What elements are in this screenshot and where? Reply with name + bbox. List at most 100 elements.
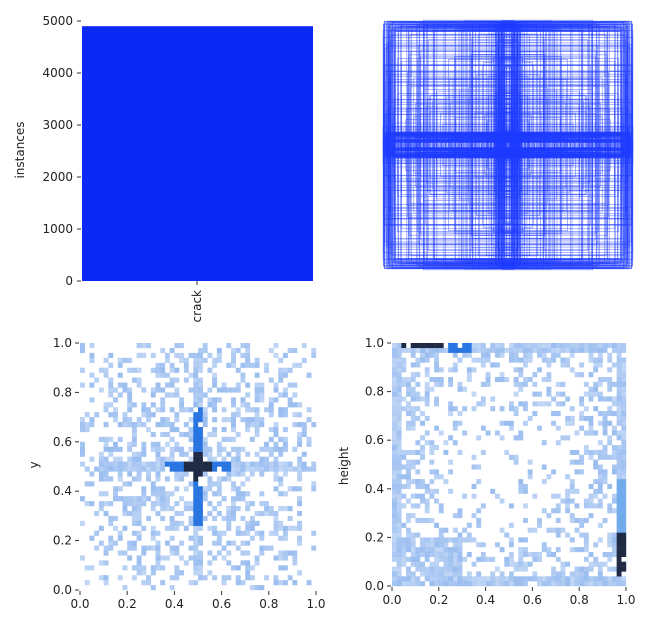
- heatmap-cell: [160, 466, 166, 472]
- heatmap-cell: [509, 425, 514, 431]
- heatmap-cell: [122, 510, 128, 517]
- heatmap-cell: [89, 456, 95, 462]
- heatmap-cell: [198, 550, 203, 556]
- heatmap-cell: [193, 540, 199, 546]
- heatmap-cell: [611, 493, 617, 499]
- heatmap-cell: [164, 525, 170, 531]
- heatmap-cell: [588, 420, 594, 426]
- heatmap-cell: [406, 411, 411, 417]
- heatmap-cell: [193, 382, 199, 388]
- heatmap-cell: [127, 496, 133, 502]
- heatmap-cell: [311, 352, 317, 359]
- heatmap-cell: [179, 397, 185, 403]
- heatmap-cell: [169, 347, 175, 354]
- heatmap-cell: [597, 381, 603, 387]
- heatmap-cell: [410, 459, 416, 465]
- heatmap-cell: [245, 540, 251, 546]
- heatmap-cell: [476, 522, 482, 528]
- heatmap-cell: [103, 441, 109, 447]
- heatmap-cell: [621, 362, 627, 368]
- box-outline: [452, 78, 564, 212]
- heatmap-cell: [245, 461, 251, 467]
- heatmap-cell: [249, 471, 255, 477]
- heatmap-cell: [518, 401, 524, 407]
- heatmap-cell: [160, 501, 166, 507]
- heatmap-cell: [273, 422, 279, 428]
- heatmap-cell: [434, 581, 439, 587]
- heatmap-cell: [574, 449, 580, 455]
- heatmap-cell: [396, 483, 402, 489]
- heatmap-cell: [98, 540, 104, 546]
- heatmap-cell: [597, 391, 603, 397]
- heatmap-cell: [183, 461, 189, 467]
- heatmap-cell: [597, 488, 603, 494]
- heatmap-cell: [499, 498, 505, 504]
- heatmap-cell: [438, 542, 444, 548]
- heatmap-cell: [448, 566, 454, 572]
- heatmap-cell: [155, 441, 161, 447]
- x-tick-label: 0.2: [429, 593, 448, 607]
- heatmap-cell: [424, 357, 430, 363]
- box-outline: [389, 75, 627, 215]
- heatmap-cell: [174, 466, 180, 472]
- heatmap-cell: [401, 362, 407, 368]
- heatmap-cell: [131, 501, 137, 507]
- heatmap-cell: [226, 461, 232, 467]
- heatmap-cell: [621, 367, 627, 373]
- heatmap-cell: [94, 530, 100, 536]
- heatmap-cell: [174, 570, 180, 576]
- heatmap-cell: [611, 445, 617, 451]
- heatmap-cell: [406, 479, 411, 485]
- y-tick-label: 0.2: [365, 530, 384, 544]
- heatmap-cell: [311, 481, 317, 487]
- heatmap-cell: [240, 352, 246, 359]
- heatmap-cell: [131, 441, 137, 447]
- heatmap-cell: [221, 407, 227, 413]
- heatmap-cell: [240, 580, 246, 586]
- heatmap-cell: [141, 486, 147, 492]
- heatmap-cell: [424, 566, 430, 572]
- heatmap-cell: [155, 407, 161, 413]
- heatmap-cell: [513, 357, 519, 363]
- heatmap-cell: [396, 532, 402, 538]
- heatmap-cell: [174, 520, 180, 526]
- heatmap-cell: [457, 357, 463, 363]
- heatmap-cell: [415, 396, 421, 402]
- heatmap-cell: [616, 488, 622, 494]
- heatmap-cell: [136, 515, 142, 522]
- heatmap-cell: [583, 343, 589, 349]
- heatmap-cell: [448, 547, 454, 553]
- heatmap-cell: [527, 377, 533, 383]
- heatmap-cell: [94, 377, 100, 383]
- heatmap-cell: [621, 464, 627, 470]
- heatmap-cell: [235, 387, 241, 393]
- heatmap-cell: [490, 576, 496, 582]
- heatmap-cell: [621, 522, 627, 528]
- heatmap-cell: [131, 540, 137, 546]
- heatmap-cell: [141, 570, 147, 576]
- heatmap-cell: [108, 362, 114, 368]
- heatmap-cell: [216, 451, 222, 457]
- heatmap-cell: [611, 581, 617, 587]
- heatmap-cell: [108, 515, 114, 522]
- heatmap-cell: [621, 377, 627, 383]
- heatmap-cell: [490, 406, 496, 412]
- heatmap-cell: [434, 377, 439, 383]
- heatmap-cell: [273, 343, 279, 349]
- heatmap-cell: [471, 513, 477, 519]
- heatmap-cell: [555, 343, 561, 349]
- heatmap-cell: [574, 503, 580, 509]
- heatmap-cell: [574, 459, 580, 465]
- heatmap-cell: [434, 571, 439, 577]
- heatmap-cell: [406, 542, 411, 548]
- heatmap-cell: [198, 486, 203, 492]
- heatmap-cell: [597, 566, 603, 572]
- heatmap-cell: [141, 565, 147, 571]
- heatmap-cell: [434, 357, 439, 363]
- heatmap-cell: [98, 525, 104, 531]
- heatmap-cell: [216, 540, 222, 546]
- heatmap-cell: [434, 401, 439, 407]
- heatmap-cell: [174, 525, 180, 531]
- heatmap-cell: [396, 581, 402, 587]
- heatmap-cell: [410, 503, 416, 509]
